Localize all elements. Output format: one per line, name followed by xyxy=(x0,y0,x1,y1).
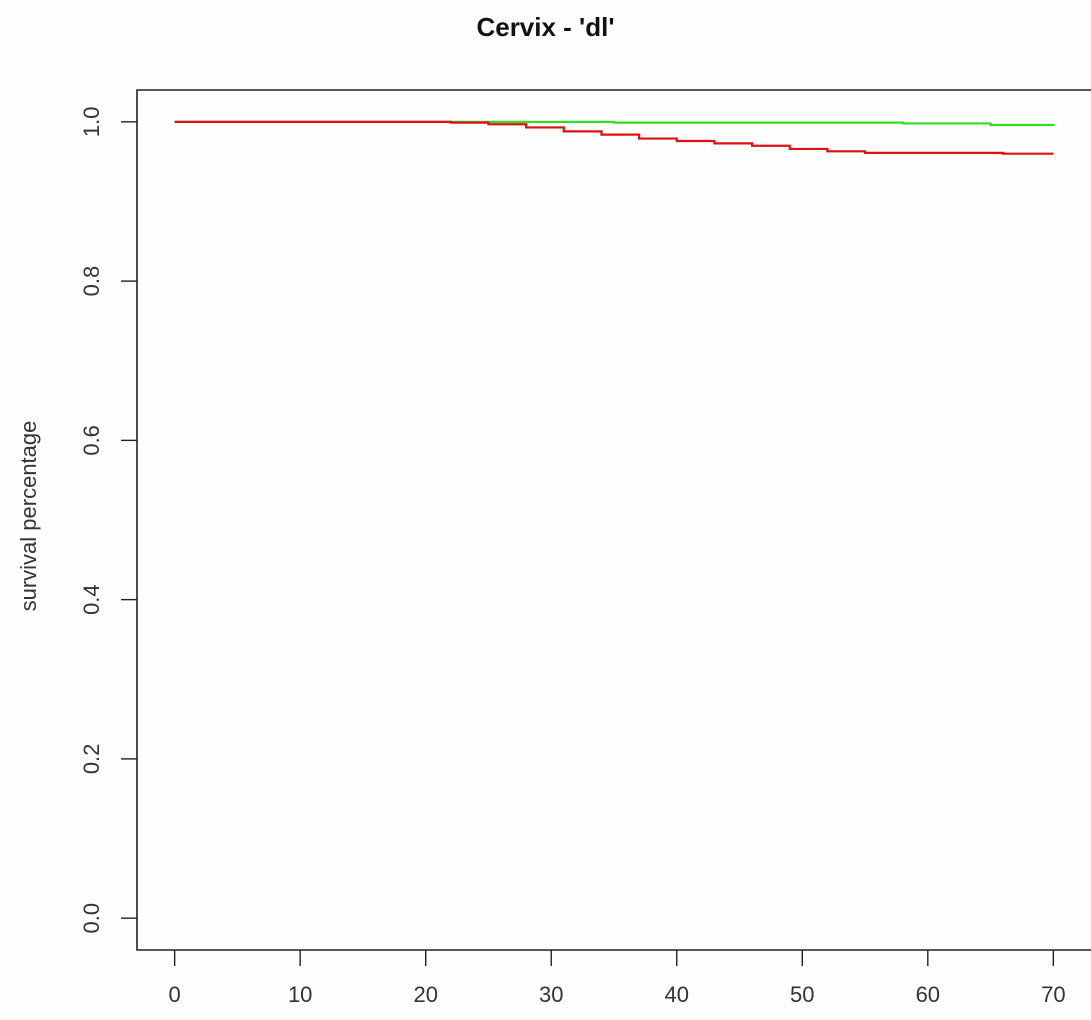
x-tick-label: 50 xyxy=(790,982,814,1007)
x-tick-label: 20 xyxy=(413,982,437,1007)
chart-title: Cervix - 'dl' xyxy=(476,12,615,42)
x-tick-label: 40 xyxy=(665,982,689,1007)
y-tick-label: 0.4 xyxy=(79,584,104,615)
x-tick-label: 60 xyxy=(916,982,940,1007)
x-tick-label: 0 xyxy=(169,982,181,1007)
y-tick-label: 0.6 xyxy=(79,425,104,456)
y-axis-label: survival percentage xyxy=(16,421,41,612)
y-tick-label: 0.8 xyxy=(79,266,104,297)
y-tick-label: 0.0 xyxy=(79,903,104,934)
x-tick-label: 70 xyxy=(1041,982,1065,1007)
series-line-1 xyxy=(174,120,1055,127)
series-line-2 xyxy=(174,120,1054,155)
y-tick-label: 0.2 xyxy=(79,744,104,775)
plot-frame xyxy=(136,89,1091,951)
x-tick-label: 30 xyxy=(539,982,563,1007)
x-tick-label: 10 xyxy=(288,982,312,1007)
y-tick-label: 1.0 xyxy=(79,107,104,138)
